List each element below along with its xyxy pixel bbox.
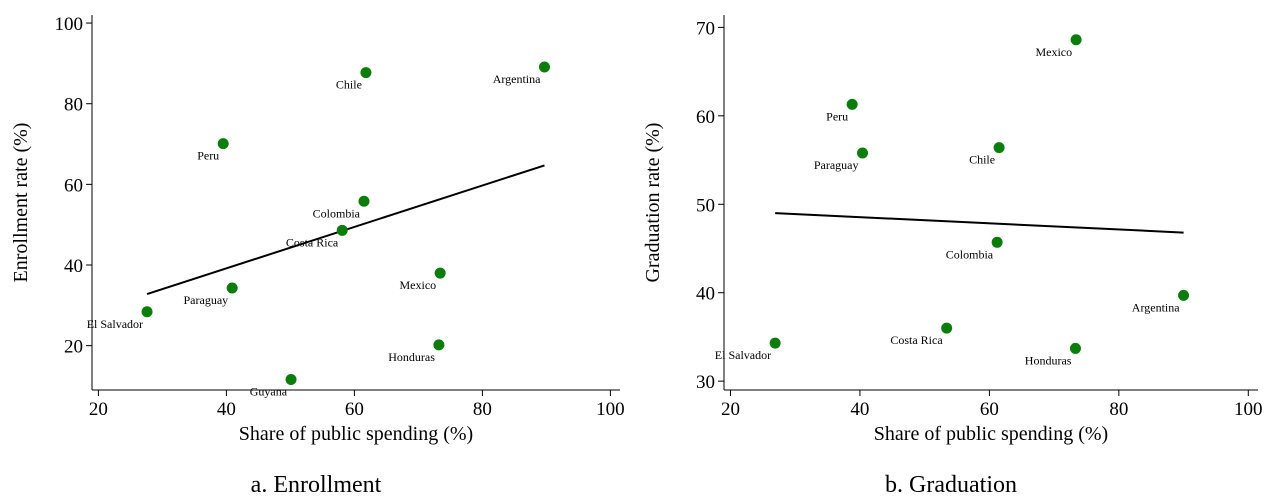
x-tick-label: 100 [1234,399,1263,420]
point-label: Argentina [1132,300,1180,314]
data-point [358,195,370,207]
caption: a. Enrollment [251,472,382,498]
y-tick-label: 20 [64,337,83,358]
point-label: Paraguay [814,158,859,172]
point-label: Costa Rica [890,333,943,347]
point-label: Argentina [493,72,541,86]
point-label: Costa Rica [286,235,339,249]
point-label: Colombia [946,247,994,261]
point-label: Honduras [388,350,435,364]
x-tick-label: 100 [596,399,625,420]
point-label: Colombia [313,206,361,220]
x-tick-label: 80 [473,399,492,420]
data-point [433,339,445,351]
point-label: Chile [336,78,362,92]
point-label: Peru [826,109,848,123]
x-axis-title: Share of public spending (%) [239,423,473,445]
point-label: El Salvador [715,348,771,362]
y-tick-label: 70 [696,18,715,39]
x-tick-label: 60 [345,399,364,420]
point-label: Chile [969,153,995,167]
y-tick-label: 40 [696,284,715,305]
data-point [1178,289,1190,301]
data-point [1069,342,1081,354]
data-point [217,138,229,150]
y-tick-label: 80 [64,95,83,116]
data-point [226,282,238,294]
x-tick-label: 40 [217,399,236,420]
point-label: Peru [197,149,219,163]
caption: b. Graduation [885,472,1017,498]
y-tick-label: 30 [696,372,715,393]
y-tick-label: 40 [64,256,83,277]
x-axis-title: Share of public spending (%) [874,423,1108,445]
data-point [538,61,550,73]
data-point [336,224,348,236]
point-label: Mexico [1035,45,1072,59]
data-point [285,374,297,386]
data-point [360,67,372,79]
data-point [941,322,953,334]
data-point [1070,34,1082,46]
data-point [857,147,869,159]
data-point [991,236,1003,248]
y-tick-label: 60 [64,175,83,196]
x-tick-label: 20 [721,399,740,420]
x-tick-label: 20 [89,399,108,420]
point-label: Mexico [400,278,437,292]
x-tick-label: 60 [980,399,999,420]
x-tick-label: 40 [850,399,869,420]
y-tick-label: 100 [55,14,84,35]
point-label: Paraguay [184,293,229,307]
data-point [769,337,781,349]
data-point [434,267,446,279]
data-point [846,98,858,110]
y-tick-label: 50 [696,195,715,216]
x-tick-label: 80 [1109,399,1128,420]
y-axis-title: Enrollment rate (%) [10,123,32,283]
point-label: Honduras [1025,353,1072,367]
data-point [993,142,1005,154]
y-tick-label: 60 [696,107,715,128]
point-label: Guyana [250,385,288,399]
y-axis-title: Graduation rate (%) [642,123,664,283]
fit-line [775,212,1184,234]
data-point [141,306,153,318]
point-label: El Salvador [87,317,143,331]
